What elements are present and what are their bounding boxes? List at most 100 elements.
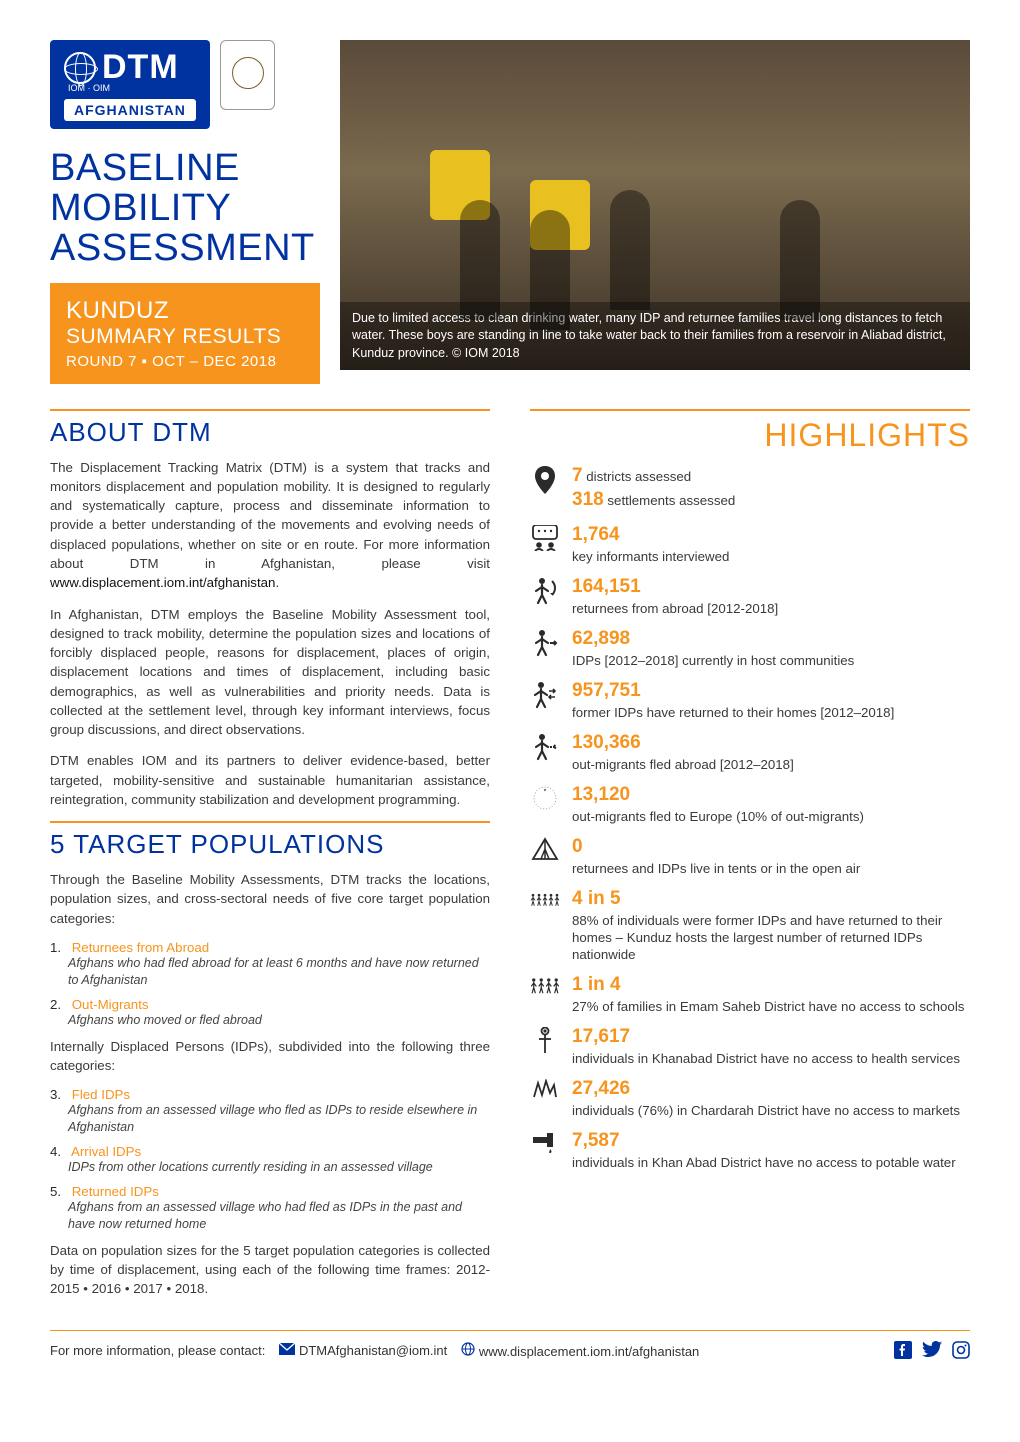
about-p1: The Displacement Tracking Matrix (DTM) i… [50, 458, 490, 593]
dtm-logo: DTM IOM · OIM AFGHANISTAN [50, 40, 210, 129]
item-num: 4. [50, 1144, 68, 1159]
highlight-text: individuals in Khanabad District have no… [572, 1050, 970, 1067]
highlight-item: 17,617individuals in Khanabad District h… [530, 1025, 970, 1067]
returned-idp-icon [530, 679, 560, 709]
title-line-2: MOBILITY [50, 189, 320, 229]
interview-icon [530, 523, 560, 551]
highlight-body: 17,617individuals in Khanabad District h… [572, 1025, 970, 1067]
report-title: BASELINE MOBILITY ASSESSMENT [50, 149, 320, 269]
highlight-item: 7,587individuals in Khan Abad District h… [530, 1129, 970, 1171]
highlight-number: 7 [572, 465, 583, 486]
item-num: 1. [50, 940, 68, 955]
twitter-icon[interactable] [922, 1341, 942, 1359]
highlight-text: 88% of individuals were former IDPs and … [572, 912, 970, 964]
highlight-item: 164,151returnees from abroad [2012-2018] [530, 575, 970, 617]
list-item: 3. Fled IDPs Afghans from an assessed vi… [50, 1087, 490, 1136]
highlight-number: 13,120 [572, 783, 970, 808]
item-desc: Afghans who had fled abroad for at least… [68, 955, 490, 989]
highlight-text: individuals (76%) in Chardarah District … [572, 1102, 970, 1119]
highlight-body: 27,426individuals (76%) in Chardarah Dis… [572, 1077, 970, 1119]
highlight-number: 957,751 [572, 679, 970, 704]
photo-caption: Due to limited access to clean drinking … [340, 302, 970, 371]
item-num: 2. [50, 997, 68, 1012]
target-title: 5 TARGET POPULATIONS [50, 821, 490, 860]
logo-row: DTM IOM · OIM AFGHANISTAN [50, 40, 320, 129]
highlight-text: former IDPs have returned to their homes… [572, 704, 970, 721]
list-item: 2. Out-Migrants Afghans who moved or fle… [50, 997, 490, 1029]
highlight-text: settlements assessed [604, 493, 736, 508]
highlight-number: 1 in 4 [572, 973, 970, 998]
population-list-b: 3. Fled IDPs Afghans from an assessed vi… [50, 1087, 490, 1232]
highlights-title: HIGHLIGHTS [530, 409, 970, 454]
highlight-text: individuals in Khan Abad District have n… [572, 1154, 970, 1171]
highlight-number: 164,151 [572, 575, 970, 600]
highlight-text: out-migrants fled abroad [2012–2018] [572, 756, 970, 773]
subtitle: SUMMARY RESULTS [66, 325, 304, 349]
tent-icon [530, 835, 560, 861]
highlight-number: 27,426 [572, 1077, 970, 1102]
target-mid: Internally Displaced Persons (IDPs), sub… [50, 1037, 490, 1076]
returnee-icon [530, 575, 560, 605]
highlight-body: 7,587individuals in Khan Abad District h… [572, 1129, 970, 1171]
item-label: Out-Migrants [72, 997, 149, 1012]
item-label: Arrival IDPs [71, 1144, 141, 1159]
highlight-number: 1,764 [572, 523, 970, 548]
about-link[interactable]: www.displacement.iom.int/afghanistan [50, 575, 275, 590]
highlight-text: returnees from abroad [2012-2018] [572, 600, 970, 617]
market-icon [530, 1077, 560, 1101]
highlight-body: 1,764key informants interviewed [572, 523, 970, 565]
highlight-number: 7,587 [572, 1129, 970, 1154]
highlight-item: 62,898IDPs [2012–2018] currently in host… [530, 627, 970, 669]
water-icon [530, 1129, 560, 1153]
item-label: Fled IDPs [72, 1087, 130, 1102]
footer: For more information, please contact: DT… [50, 1330, 970, 1359]
item-num: 3. [50, 1087, 68, 1102]
item-label: Returned IDPs [72, 1184, 159, 1199]
highlights-list: 7 districts assessed 318 settlements asse… [530, 464, 970, 1172]
item-desc: Afghans from an assessed village who had… [68, 1199, 490, 1233]
item-desc: Afghans from an assessed village who fle… [68, 1102, 490, 1136]
highlight-body: 62,898IDPs [2012–2018] currently in host… [572, 627, 970, 669]
highlight-item: 27,426individuals (76%) in Chardarah Dis… [530, 1077, 970, 1119]
about-title: ABOUT DTM [50, 409, 490, 448]
highlight-text: returnees and IDPs live in tents or in t… [572, 860, 970, 877]
afghanistan-label: AFGHANISTAN [64, 99, 196, 121]
web-contact[interactable]: www.displacement.iom.int/afghanistan [461, 1342, 699, 1359]
highlight-text: districts assessed [583, 469, 692, 484]
title-line-1: BASELINE [50, 149, 320, 189]
about-p1-suffix: . [275, 575, 279, 590]
item-label: Returnees from Abroad [72, 940, 209, 955]
list-item: 1. Returnees from Abroad Afghans who had… [50, 940, 490, 989]
email-contact[interactable]: DTMAfghanistan@iom.int [279, 1343, 447, 1358]
item-num: 5. [50, 1184, 68, 1199]
highlight-number: 318 [572, 489, 604, 510]
highlight-text: key informants interviewed [572, 548, 970, 565]
highlight-item: 1,764key informants interviewed [530, 523, 970, 565]
instagram-icon[interactable] [952, 1341, 970, 1359]
highlight-number: 0 [572, 835, 970, 860]
people5-icon [530, 887, 560, 911]
highlight-item: 130,366out-migrants fled abroad [2012–20… [530, 731, 970, 773]
item-desc: Afghans who moved or fled abroad [68, 1012, 490, 1029]
about-p1-text: The Displacement Tracking Matrix (DTM) i… [50, 460, 490, 571]
title-line-3: ASSESSMENT [50, 229, 320, 269]
highlight-number: 17,617 [572, 1025, 970, 1050]
health-icon [530, 1025, 560, 1053]
highlight-body: 957,751former IDPs have returned to thei… [572, 679, 970, 721]
list-item: 4. Arrival IDPs IDPs from other location… [50, 1144, 490, 1176]
summary-box: KUNDUZ SUMMARY RESULTS ROUND 7 ▪ OCT – D… [50, 283, 320, 384]
facebook-icon[interactable] [894, 1341, 912, 1359]
europe-icon [530, 783, 560, 811]
footer-lead: For more information, please contact: [50, 1343, 265, 1358]
highlight-number: 4 in 5 [572, 887, 970, 912]
dtm-text: DTM [102, 48, 179, 86]
highlight-item: 7 districts assessed 318 settlements asse… [530, 464, 970, 513]
round-info: ROUND 7 ▪ OCT – DEC 2018 [66, 353, 304, 370]
population-list-a: 1. Returnees from Abroad Afghans who had… [50, 940, 490, 1029]
afghan-emblem [220, 40, 275, 110]
highlight-item: 1 in 427% of families in Emam Saheb Dist… [530, 973, 970, 1015]
people4-icon [530, 973, 560, 997]
email-text: DTMAfghanistan@iom.int [299, 1343, 447, 1358]
highlight-body: 13,120out-migrants fled to Europe (10% o… [572, 783, 970, 825]
highlight-item: 957,751former IDPs have returned to thei… [530, 679, 970, 721]
